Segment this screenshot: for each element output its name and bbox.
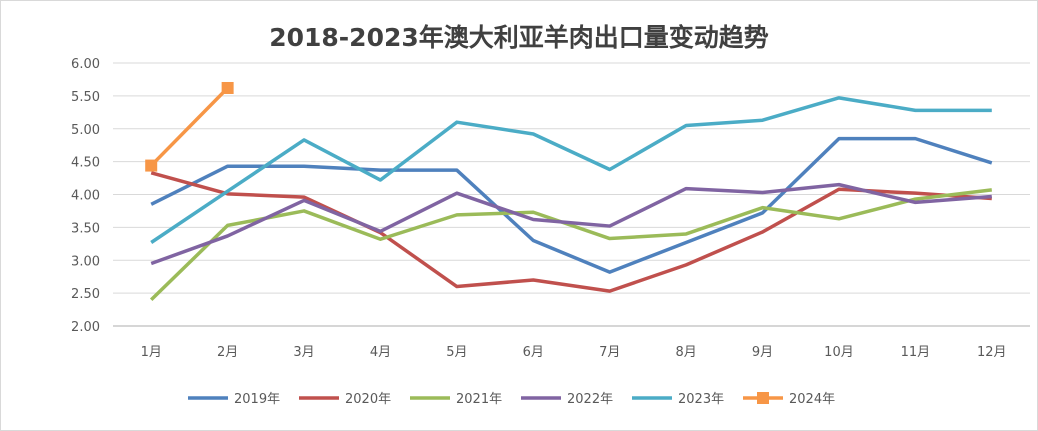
data-point-marker <box>221 81 234 94</box>
x-tick-label: 10月 <box>824 345 854 360</box>
x-tick-label: 8月 <box>675 345 696 360</box>
x-tick-label: 1月 <box>141 345 162 360</box>
y-tick-label: 4.00 <box>71 189 100 204</box>
series-line-2019年 <box>150 136 993 274</box>
legend-label: 2024年 <box>789 392 835 407</box>
y-tick-label: 2.50 <box>71 287 100 302</box>
x-tick-label: 3月 <box>293 345 314 360</box>
legend-label: 2023年 <box>678 392 724 407</box>
y-tick-label: 3.50 <box>71 221 100 236</box>
series-line-2023年 <box>150 96 992 244</box>
x-tick-label: 6月 <box>523 345 544 360</box>
y-tick-label: 3.00 <box>71 254 100 269</box>
y-tick-label: 5.50 <box>71 90 100 105</box>
data-point-marker <box>145 159 158 172</box>
legend-label: 2019年 <box>234 392 280 407</box>
y-tick-label: 6.00 <box>71 57 100 72</box>
x-tick-label: 12月 <box>977 345 1007 360</box>
series-line-2021年 <box>149 188 993 301</box>
legend-label: 2021年 <box>456 392 502 407</box>
y-tick-label: 5.00 <box>71 123 100 138</box>
chart-title: 2018-2023年澳大利亚羊肉出口量变动趋势 <box>269 23 769 52</box>
x-tick-label: 4月 <box>370 345 391 360</box>
legend-marker <box>757 392 769 404</box>
series-line-2022年 <box>150 182 992 266</box>
series-line-2024年 <box>149 86 229 167</box>
x-tick-label: 5月 <box>446 345 467 360</box>
y-tick-label: 4.50 <box>71 156 100 171</box>
y-tick-label: 2.00 <box>71 320 100 335</box>
x-tick-label: 7月 <box>599 345 620 360</box>
x-tick-label: 9月 <box>752 345 773 360</box>
legend-label: 2020年 <box>345 392 391 407</box>
x-tick-label: 2月 <box>217 345 238 360</box>
x-tick-label: 11月 <box>901 345 931 360</box>
series-line-2020年 <box>150 171 992 293</box>
legend-label: 2022年 <box>567 392 613 407</box>
